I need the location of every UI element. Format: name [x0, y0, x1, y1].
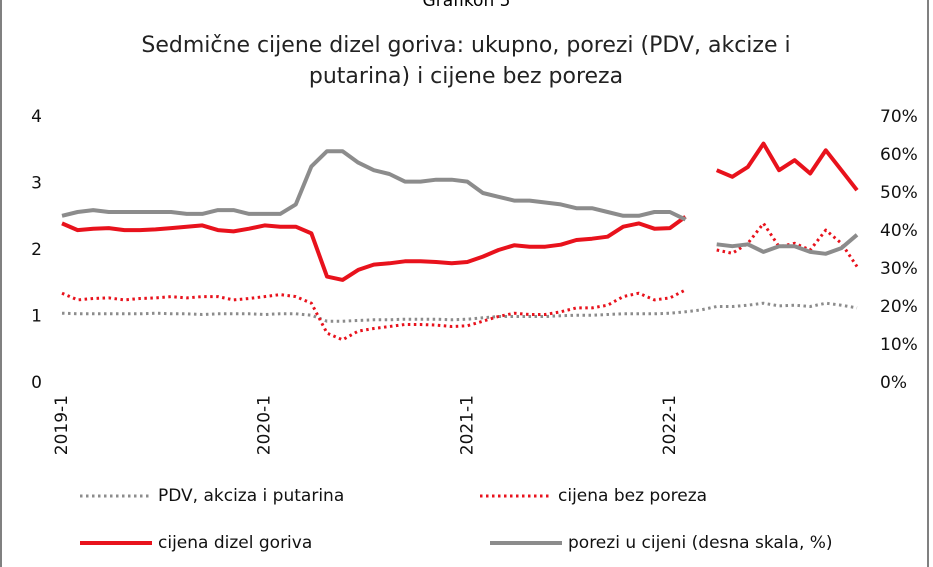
legend-label: cijena bez poreza	[558, 486, 707, 506]
series-line	[61, 141, 859, 282]
x-tick-label: 2021-1	[457, 395, 477, 455]
y-tick-label: 0	[31, 373, 42, 393]
y2-tick-label: 30%	[880, 259, 918, 279]
y-tick-label: 1	[31, 307, 42, 327]
chart-title: Sedmične cijene dizel goriva: ukupno, po…	[141, 33, 791, 89]
y2-tick-label: 10%	[880, 335, 918, 355]
legend-label: cijena dizel goriva	[158, 533, 312, 553]
series-line	[61, 149, 859, 256]
y2-tick-label: 20%	[880, 297, 918, 317]
y-tick-label: 3	[31, 174, 42, 194]
y2-tick-label: 60%	[880, 145, 918, 165]
series-line	[61, 221, 859, 342]
x-tick-label: 2019-1	[52, 395, 72, 455]
y2-tick-label: 50%	[880, 183, 918, 203]
figure-label: Grafikon 5	[422, 0, 511, 11]
y2-tick-label: 70%	[880, 107, 918, 127]
legend-label: porezi u cijeni (desna skala, %)	[568, 533, 833, 553]
y-tick-label: 2	[31, 240, 42, 260]
y2-tick-label: 40%	[880, 221, 918, 241]
y-tick-label: 4	[31, 107, 42, 127]
x-tick-label: 2020-1	[255, 395, 275, 455]
legend-label: PDV, akciza i putarina	[158, 486, 344, 506]
y2-tick-label: 0%	[880, 373, 907, 393]
x-tick-label: 2022-1	[660, 395, 680, 455]
series-line	[61, 301, 858, 323]
